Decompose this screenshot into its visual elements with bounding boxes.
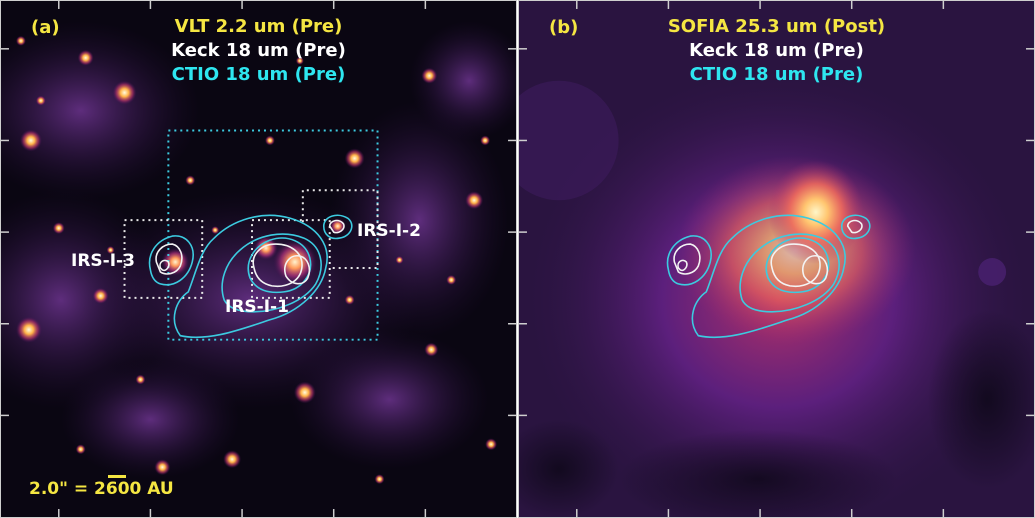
- label-irs-i-3: IRS-I-3: [71, 251, 135, 271]
- scale-bar-label: 2.0" = 2600 AU: [29, 479, 174, 499]
- contours-b: [666, 214, 871, 339]
- panel-a-titles: VLT 2.2 um (Pre) Keck 18 um (Pre) CTIO 1…: [1, 15, 516, 87]
- label-irs-i-2: IRS-I-2: [357, 221, 421, 241]
- sofia-peak: [768, 160, 864, 264]
- panel-a-title-keck: Keck 18 um (Pre): [171, 40, 346, 61]
- panel-b-letter: (b): [549, 17, 579, 38]
- axis-ticks-b: [519, 1, 1034, 517]
- panel-a-vlt-image: (a) VLT 2.2 um (Pre) Keck 18 um (Pre) CT…: [0, 0, 517, 518]
- panel-b-title-keck: Keck 18 um (Pre): [689, 40, 864, 61]
- label-irs-i-1: IRS-I-1: [225, 297, 289, 317]
- stars: [15, 35, 498, 485]
- axis-ticks-a: [1, 1, 516, 517]
- contours-a: [148, 214, 353, 339]
- scale-bar-line: [108, 475, 126, 478]
- panel-b-title-ctio: CTIO 18 um (Pre): [689, 64, 864, 85]
- vlt-image-field: [1, 1, 516, 517]
- sofia-image-field: [519, 1, 1034, 517]
- irs-i-1-core: [272, 240, 317, 284]
- nebulosity: [1, 20, 516, 480]
- panel-b-sofia-image: (b) SOFIA 25.3 um (Post) Keck 18 um (Pre…: [518, 0, 1035, 518]
- panel-a-letter: (a): [31, 17, 60, 38]
- panel-a-title-vlt: VLT 2.2 um (Pre): [174, 16, 343, 37]
- panel-b-titles: SOFIA 25.3 um (Post) Keck 18 um (Pre) CT…: [519, 15, 1034, 87]
- panel-a-title-ctio: CTIO 18 um (Pre): [171, 64, 346, 85]
- panel-b-title-sofia: SOFIA 25.3 um (Post): [667, 16, 886, 37]
